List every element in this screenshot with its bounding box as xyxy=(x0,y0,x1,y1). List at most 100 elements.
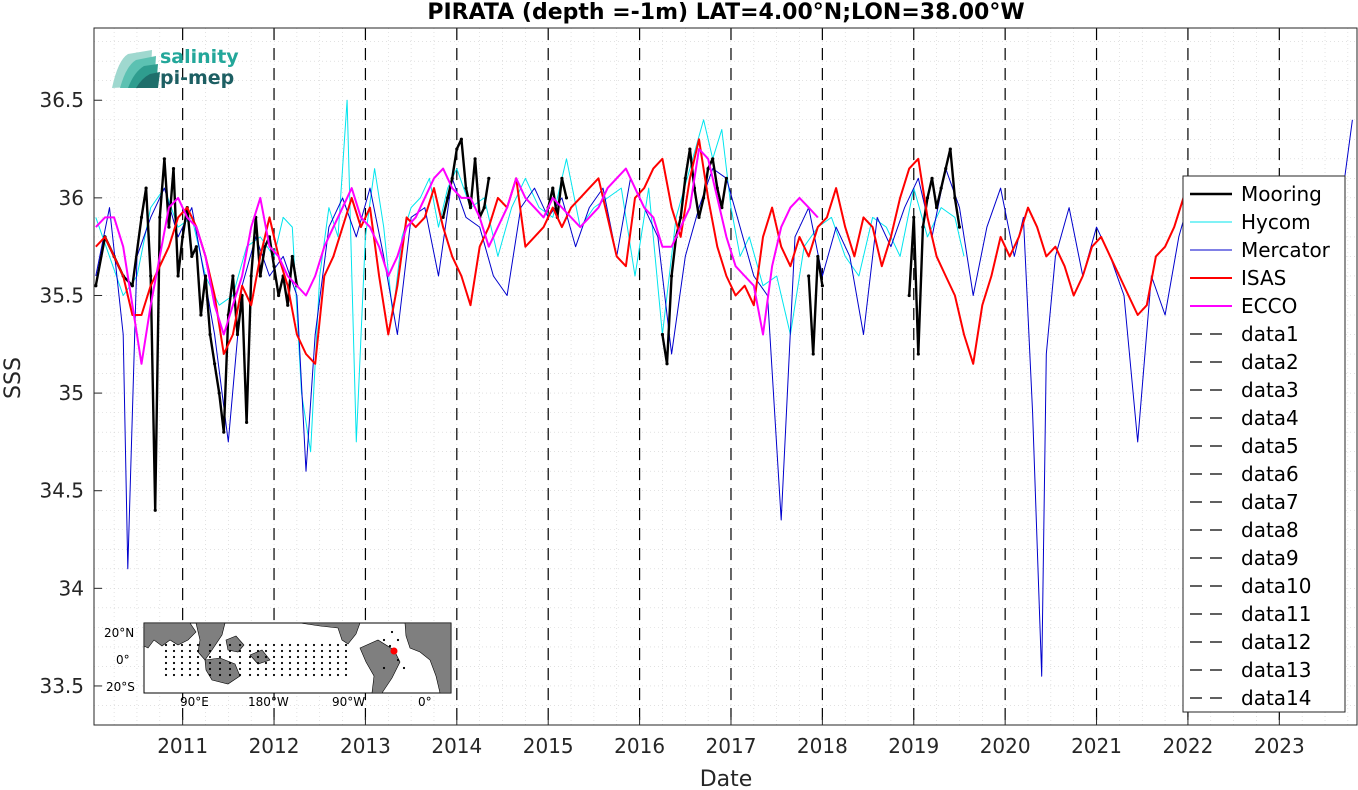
series-mooring-point xyxy=(208,332,212,337)
legend-label-data6: data6 xyxy=(1241,462,1299,486)
buoy-dot xyxy=(264,673,268,677)
series-mooring-point xyxy=(715,186,719,190)
buoy-dot xyxy=(218,661,222,665)
buoy-dot xyxy=(172,649,176,653)
series-mooring-point xyxy=(203,274,208,278)
series-mooring-point xyxy=(464,186,468,190)
buoy-dot xyxy=(248,655,252,659)
series-mooring-point xyxy=(176,274,180,278)
buoy-dot xyxy=(336,673,340,677)
buoy-dot xyxy=(208,673,212,677)
buoy-dot xyxy=(218,655,222,659)
buoy-dot xyxy=(328,661,332,665)
series-mooring-point xyxy=(222,430,226,434)
x-tick-label: 2014 xyxy=(431,734,482,758)
series-mooring-point xyxy=(697,215,701,219)
y-tick-label: 35.5 xyxy=(39,283,84,307)
x-tick-label: 2017 xyxy=(706,734,757,758)
buoy-dot xyxy=(382,638,386,642)
map-lat-label-3: 20°S xyxy=(106,680,135,694)
series-mooring-point xyxy=(816,254,820,259)
buoy-dot xyxy=(180,655,184,659)
logo-line2: pi-mep xyxy=(160,67,234,89)
buoy-dot xyxy=(172,655,176,659)
series-mooring-point xyxy=(171,166,176,171)
series-mooring-point xyxy=(939,186,943,190)
buoy-dot xyxy=(256,655,260,659)
series-mooring-point xyxy=(564,196,569,200)
buoy-dot xyxy=(180,643,184,647)
buoy-dot xyxy=(256,667,260,671)
legend-label-data2: data2 xyxy=(1241,350,1299,374)
buoy-dot xyxy=(344,673,348,677)
buoy-dot xyxy=(238,667,242,671)
buoy-dot xyxy=(336,667,340,671)
x-tick-label: 2016 xyxy=(614,734,665,758)
buoy-dot xyxy=(272,667,276,671)
legend-label-data9: data9 xyxy=(1241,546,1299,570)
series-mooring-point xyxy=(820,284,824,288)
buoy-dot xyxy=(228,661,232,665)
buoy-dot xyxy=(238,655,242,659)
buoy-dot xyxy=(336,643,340,647)
series-mooring-point xyxy=(560,176,564,180)
series-mooring-point xyxy=(551,186,555,190)
buoy-dot xyxy=(208,661,212,665)
buoy-dot xyxy=(288,661,292,665)
buoy-dot xyxy=(172,643,176,647)
series-mooring-point xyxy=(94,284,98,288)
series-mooring-point xyxy=(948,147,952,151)
buoy-dot xyxy=(344,655,348,659)
buoy-dot xyxy=(248,643,252,647)
series-mooring-point xyxy=(190,254,194,259)
buoy-dot xyxy=(248,673,252,677)
x-tick-label: 2021 xyxy=(1071,734,1122,758)
map-lon-label-4: 0° xyxy=(418,695,432,709)
series-mooring-point xyxy=(149,274,153,278)
buoy-dot xyxy=(288,643,292,647)
buoy-dot xyxy=(188,655,192,659)
land-masses xyxy=(143,622,452,694)
series-mooring-line xyxy=(908,147,961,356)
buoy-dot xyxy=(208,643,212,647)
buoy-dot xyxy=(188,649,192,653)
y-axis-ticks: 33.5 34 34.5 35 35.5 36 36.5 xyxy=(39,88,102,698)
buoy-dot xyxy=(164,667,168,671)
x-axis-label: Date xyxy=(700,767,753,790)
buoy-dot xyxy=(172,673,176,677)
series-mooring-point xyxy=(245,420,249,424)
series-mooring-point xyxy=(930,176,934,180)
buoy-dot xyxy=(238,661,242,665)
buoy-dot xyxy=(388,644,392,648)
buoy-dot xyxy=(248,649,252,653)
buoy-dot xyxy=(344,649,348,653)
series-mooring-point xyxy=(811,352,815,356)
x-tick-label: 2023 xyxy=(1254,734,1305,758)
y-axis-label: SSS xyxy=(1,357,26,399)
buoy-dot xyxy=(288,667,292,671)
series-mooring-point xyxy=(482,206,486,210)
legend-label-mercator: Mercator xyxy=(1241,238,1331,262)
map-lon-label-1: 90°E xyxy=(180,695,209,709)
legend-label-data7: data7 xyxy=(1241,490,1299,514)
buoy-dot xyxy=(296,667,300,671)
series-mooring-point xyxy=(139,215,144,219)
series-mooring-point xyxy=(660,332,665,337)
buoy-dot xyxy=(320,667,324,671)
legend-label-isas: ISAS xyxy=(1241,266,1286,290)
buoy-dot xyxy=(248,667,252,671)
x-axis-ticks: 2011 2012 2013 2014 2015 2016 2017 2018 2019 2020… xyxy=(157,717,1305,758)
series-mooring-point xyxy=(957,225,962,229)
buoy-dot xyxy=(336,649,340,653)
buoy-dot xyxy=(304,661,308,665)
series-mooring-point xyxy=(181,235,185,239)
buoy-dot xyxy=(188,643,192,647)
buoy-dot xyxy=(208,649,212,653)
series-mooring-point xyxy=(679,215,683,219)
buoy-dot xyxy=(328,667,332,671)
buoy-dot xyxy=(256,673,260,677)
series-mooring-point xyxy=(688,147,692,151)
buoy-dot xyxy=(180,673,184,677)
buoy-dot xyxy=(328,649,332,653)
